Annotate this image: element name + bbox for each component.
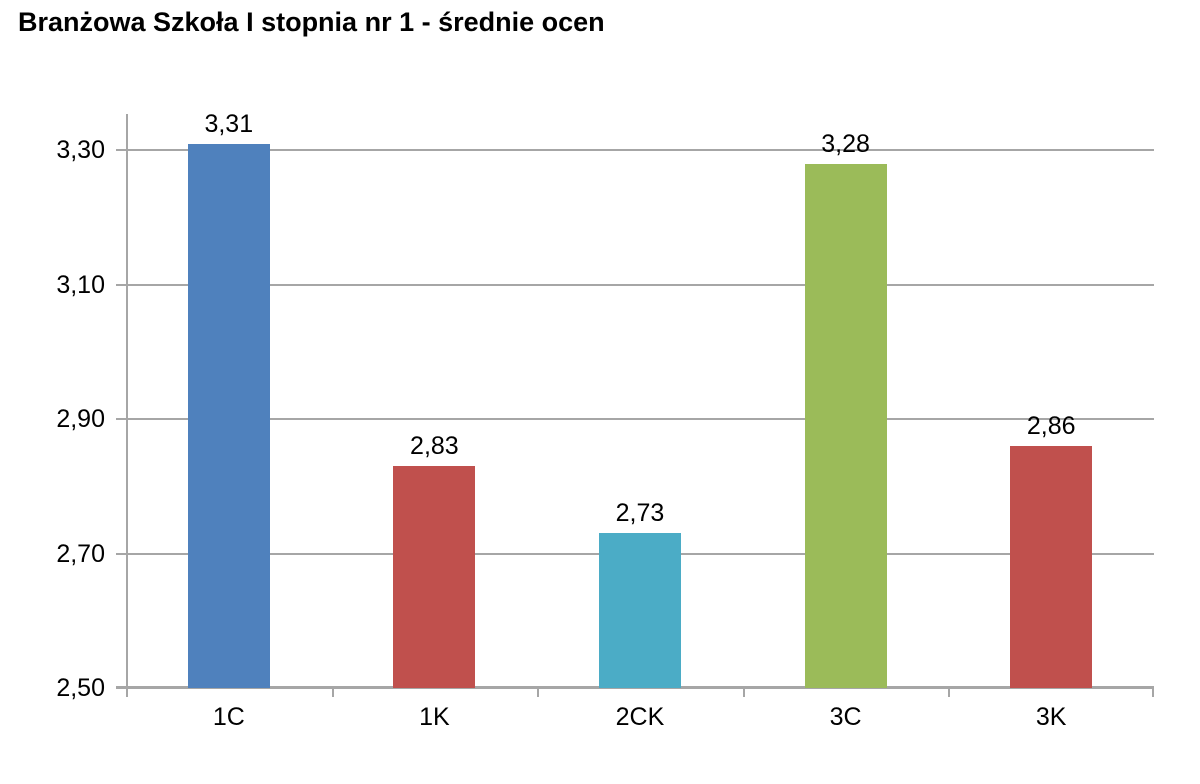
x-axis-category-label: 3C <box>829 703 862 731</box>
x-axis-tick-mark <box>948 688 951 697</box>
y-axis-tick-label: 3,10 <box>56 270 105 299</box>
x-axis-category-label: 3K <box>1035 703 1067 731</box>
bar-3c <box>804 163 887 688</box>
bar-value-label: 3,28 <box>821 129 870 158</box>
y-axis-tick-label: 2,70 <box>56 539 105 568</box>
gridline <box>116 418 1154 421</box>
bar-3k <box>1010 446 1093 688</box>
x-axis-category-label: 1C <box>212 703 245 731</box>
x-axis-tick-mark <box>537 688 540 697</box>
x-axis-tick-mark <box>126 688 128 697</box>
plot-area: 2,50 2,70 2,90 3,10 3,30 3,31 1C 2,83 1K 2,73 2CK 3… <box>56 110 1154 731</box>
bar-value-label: 2,73 <box>615 499 665 528</box>
bar-1k <box>393 466 476 688</box>
bar-value-label: 3,31 <box>204 109 254 138</box>
bar-value-label: 2,86 <box>1026 412 1076 441</box>
y-axis-tick-label: 2,90 <box>56 405 105 434</box>
bar-1c <box>187 143 270 688</box>
y-axis-tick-label: 3,30 <box>56 136 105 165</box>
x-axis-tick-mark <box>742 688 745 697</box>
y-axis-line <box>126 114 128 688</box>
gridline <box>116 149 1154 152</box>
bar-2ck <box>599 533 681 688</box>
x-axis-tick-mark <box>331 688 334 697</box>
y-axis-tick-label: 2,50 <box>56 674 105 702</box>
x-axis-category-label: 1K <box>419 703 450 731</box>
x-axis-tick-mark <box>1152 688 1154 697</box>
x-axis-category-label: 2CK <box>615 703 665 731</box>
gridline <box>116 283 1154 286</box>
gridline <box>116 687 1154 689</box>
chart-title: Branżowa Szkoła I stopnia nr 1 - średnie… <box>18 7 605 37</box>
bar-value-label: 2,83 <box>410 432 459 461</box>
